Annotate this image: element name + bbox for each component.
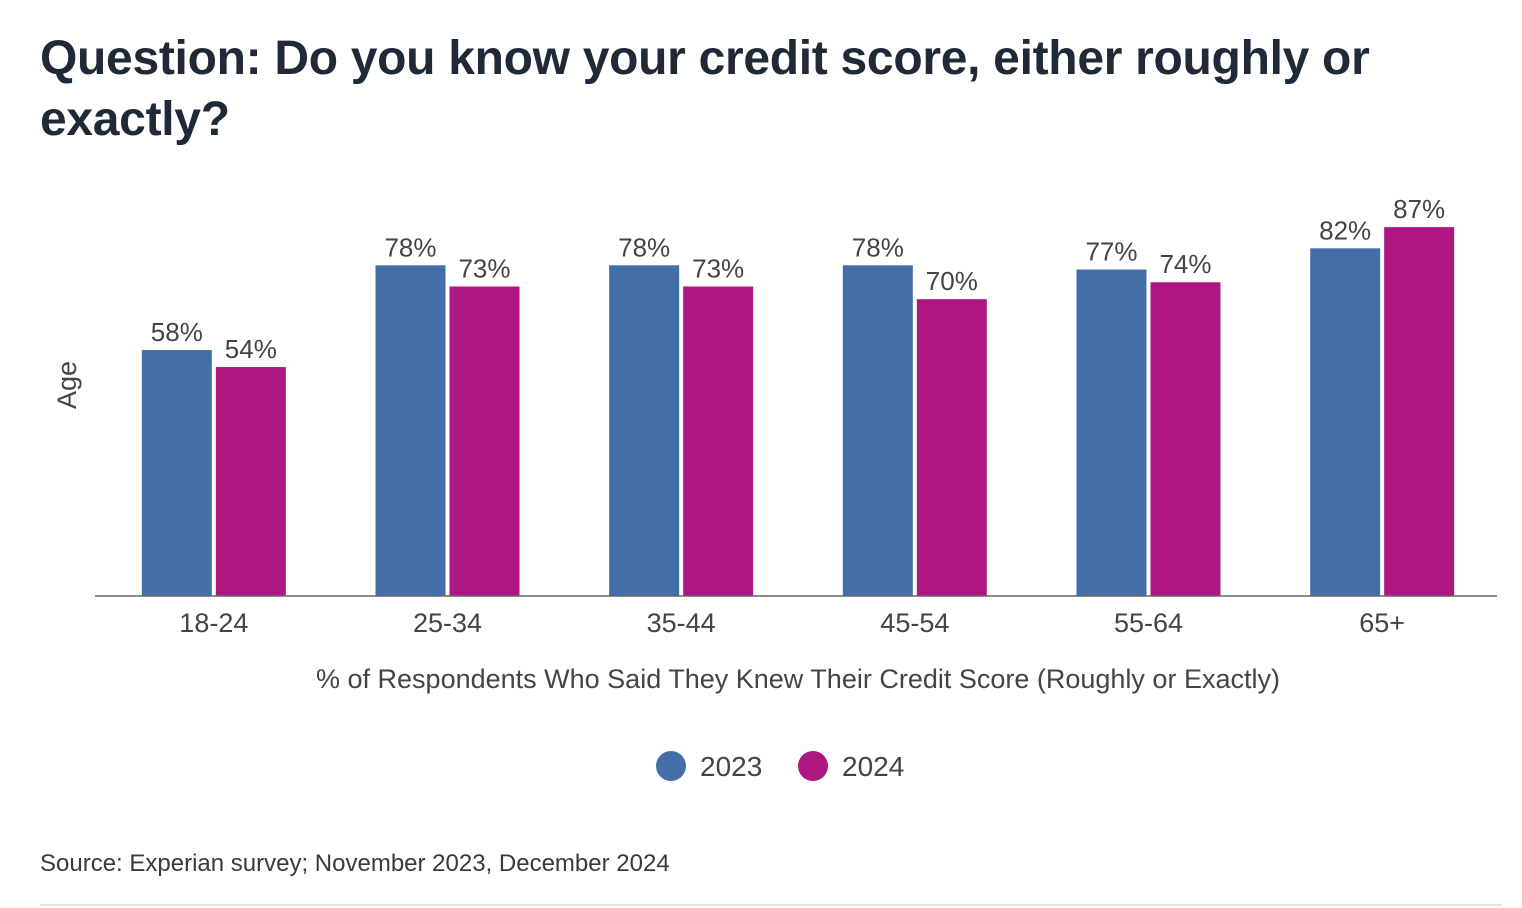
data-label-2024-18-24: 54% [225, 334, 277, 364]
data-labels-layer: 58% 54% 78% 73% 78% 73% 78% 70% 77% 74% 82% 87% [151, 194, 1445, 364]
bar-2024-25-34 [449, 286, 520, 596]
data-label-2023-65+: 82% [1319, 215, 1371, 245]
bar-2023-45-54 [842, 265, 913, 596]
x-tick-label-35-44: 35-44 [647, 608, 716, 638]
data-label-2024-65+: 87% [1393, 194, 1445, 224]
data-label-2024-35-44: 73% [692, 253, 744, 283]
data-label-2023-45-54: 78% [852, 232, 904, 262]
data-label-2023-18-24: 58% [151, 317, 203, 347]
chart-title: Question: Do you know your credit score,… [40, 32, 1370, 146]
x-tick-label-65+: 65+ [1359, 608, 1405, 638]
source-note: Source: Experian survey; November 2023, … [40, 850, 670, 877]
data-label-2024-25-34: 73% [458, 253, 510, 283]
data-label-2024-55-64: 74% [1159, 249, 1211, 279]
legend-label-2023: 2023 [700, 751, 762, 782]
legend: 2023 2024 [656, 751, 904, 782]
bars-layer [141, 227, 1455, 596]
legend-label-2024: 2024 [842, 751, 904, 782]
bar-2024-55-64 [1150, 282, 1221, 596]
x-tick-label-55-64: 55-64 [1114, 608, 1183, 638]
data-label-2024-45-54: 70% [926, 266, 978, 296]
bar-2024-18-24 [215, 367, 286, 596]
legend-swatch-2024 [798, 751, 828, 781]
bar-2024-65+ [1384, 227, 1455, 596]
data-label-2023-35-44: 78% [618, 232, 670, 262]
footer-divider [40, 904, 1502, 906]
bar-2023-55-64 [1076, 269, 1147, 596]
bar-2024-45-54 [916, 299, 987, 596]
legend-swatch-2023 [656, 751, 686, 781]
x-tick-label-25-34: 25-34 [413, 608, 482, 638]
y-axis-title: Age [52, 361, 82, 409]
x-axis-title: % of Respondents Who Said They Knew Thei… [316, 664, 1280, 694]
x-tick-label-45-54: 45-54 [880, 608, 949, 638]
data-label-2023-55-64: 77% [1085, 237, 1137, 267]
bar-2023-65+ [1310, 248, 1381, 596]
bar-2023-35-44 [609, 265, 680, 596]
bar-2023-25-34 [375, 265, 446, 596]
data-label-2023-25-34: 78% [384, 232, 436, 262]
bar-2023-18-24 [141, 350, 212, 596]
x-tick-labels: 18-24 25-34 35-44 45-54 55-64 65+ [179, 608, 1405, 638]
x-tick-label-18-24: 18-24 [179, 608, 248, 638]
bar-2024-35-44 [683, 286, 754, 596]
